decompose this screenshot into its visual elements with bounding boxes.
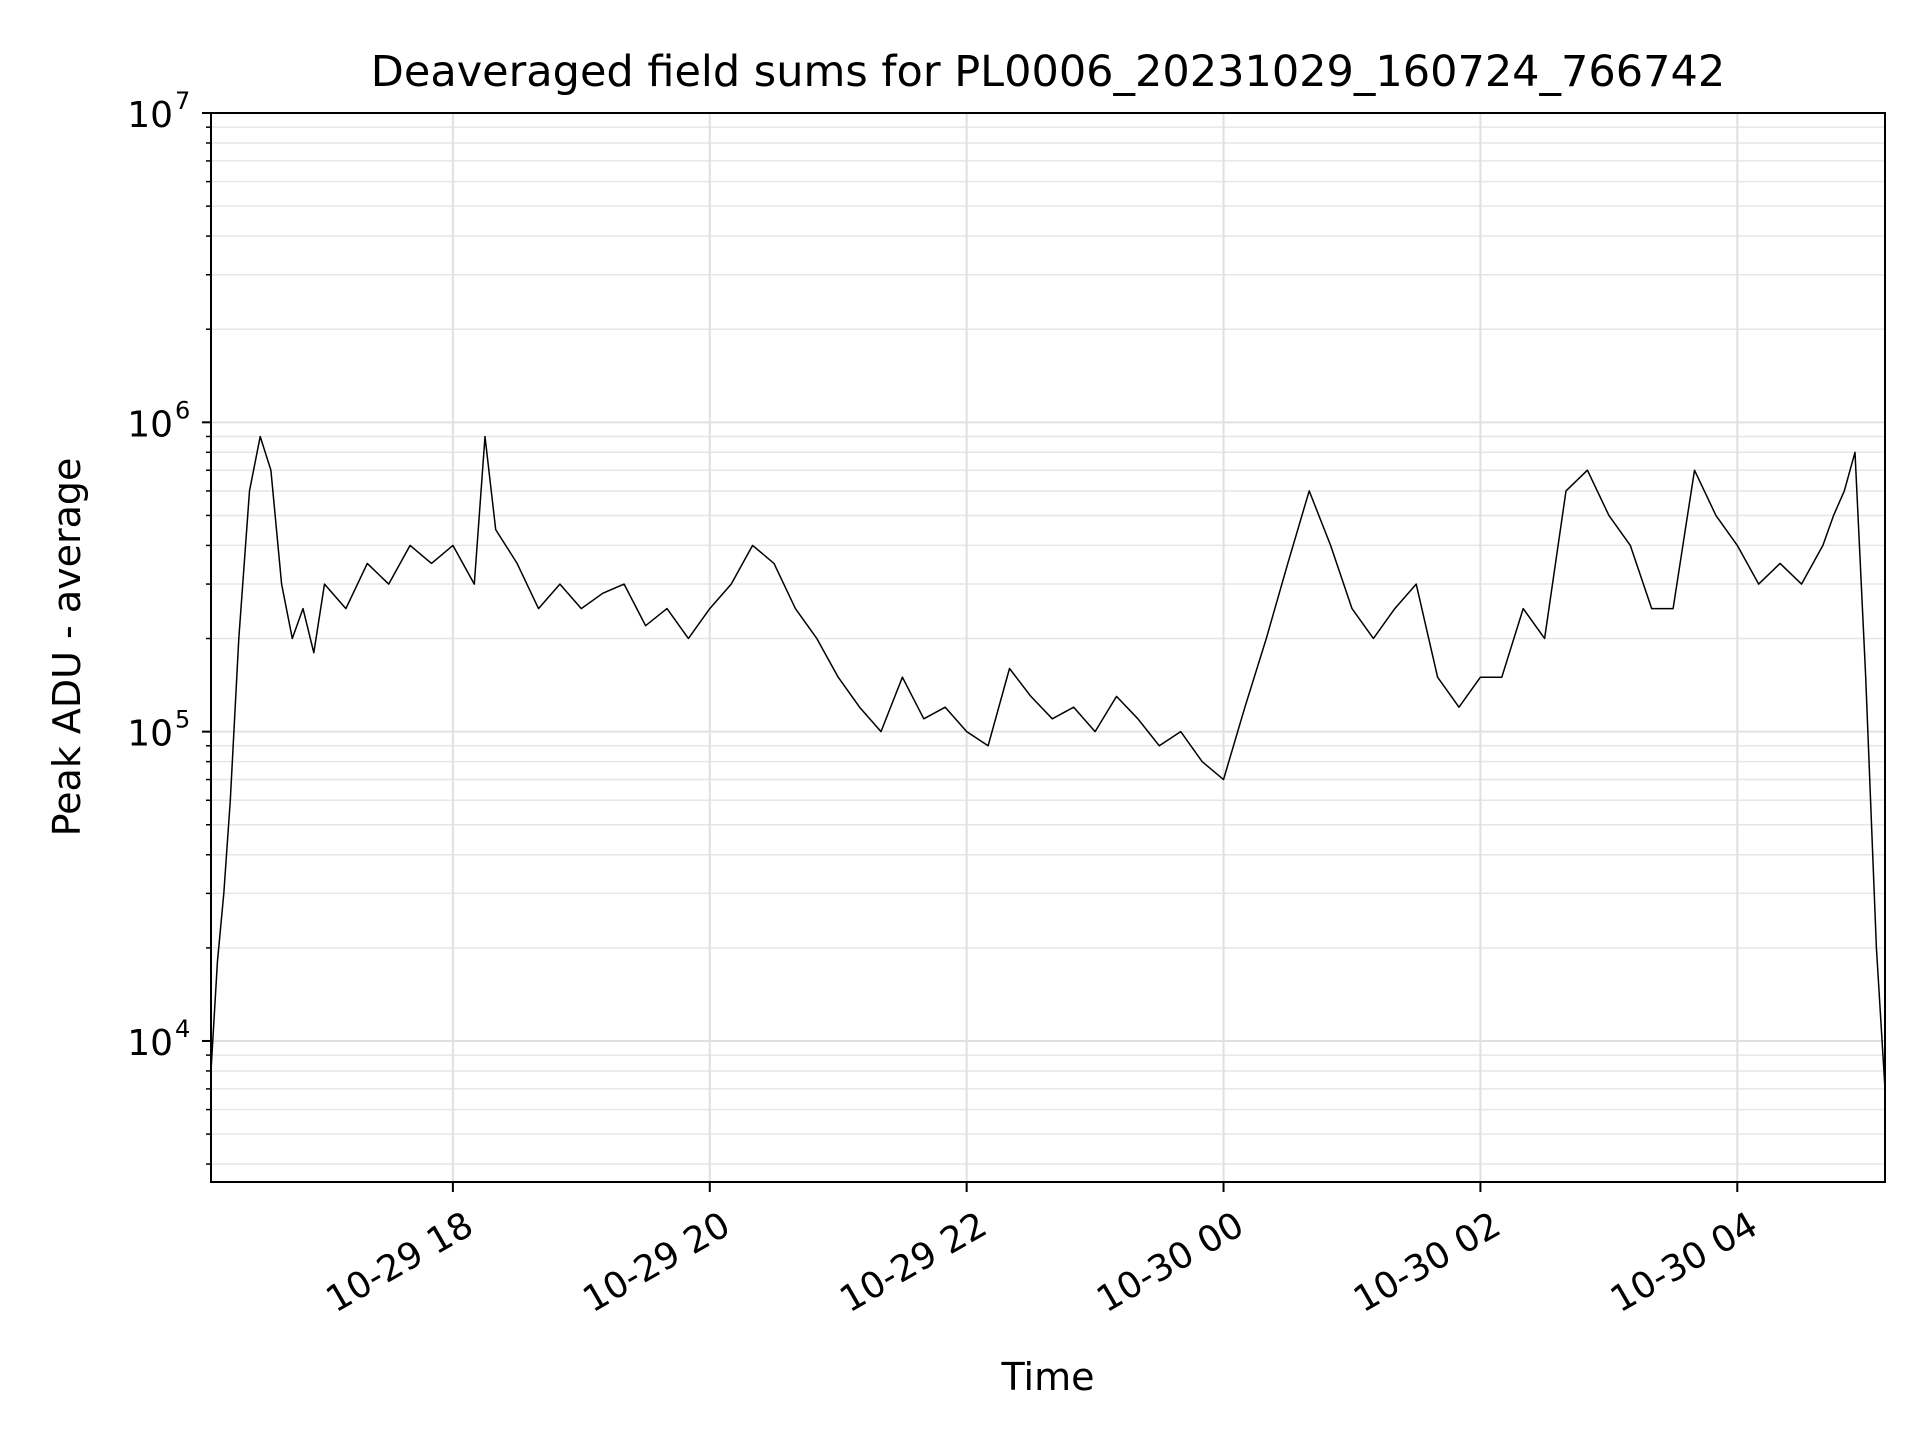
y-tick-base: 10 bbox=[127, 714, 173, 755]
y-tick-label: 10 bbox=[127, 714, 173, 755]
series-layer bbox=[210, 435, 1886, 1089]
y-tick-base: 10 bbox=[127, 95, 173, 136]
series-line bbox=[210, 435, 1886, 1089]
y-tick-exponent: 6 bbox=[175, 396, 190, 424]
y-axis-label: Peak ADU - average bbox=[45, 458, 89, 837]
y-tick-label: 10 bbox=[127, 1023, 173, 1064]
chart-title: Deaveraged field sums for PL0006_2023102… bbox=[371, 47, 1725, 97]
y-tick-label: 10 bbox=[127, 95, 173, 136]
grid bbox=[211, 112, 1885, 1182]
y-tick-exponent: 7 bbox=[175, 87, 190, 115]
y-tick-base: 10 bbox=[127, 404, 173, 445]
x-axis-label: Time bbox=[1001, 1355, 1095, 1399]
y-tick-label: 10 bbox=[127, 404, 173, 445]
y-tick-exponent: 4 bbox=[175, 1015, 190, 1043]
y-tick-exponent: 5 bbox=[175, 706, 190, 734]
axes-frame bbox=[210, 112, 1886, 1183]
y-tick-base: 10 bbox=[127, 1023, 173, 1064]
